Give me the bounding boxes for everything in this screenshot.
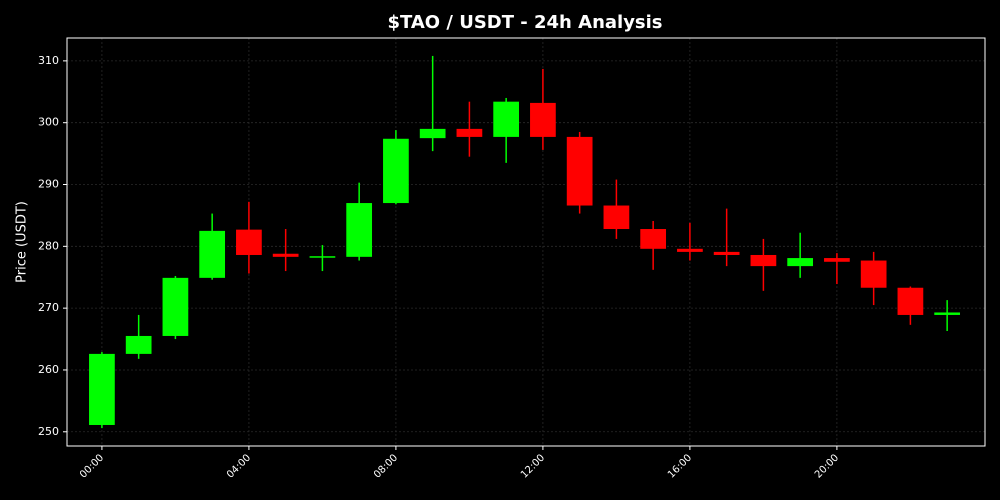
y-tick-label: 280	[38, 239, 59, 252]
candle-body	[934, 312, 961, 315]
candle-body	[272, 253, 299, 257]
candle-body	[419, 128, 446, 139]
y-axis-label: Price (USDT)	[15, 201, 30, 283]
y-tick-label: 310	[38, 54, 59, 67]
y-tick-label: 250	[38, 425, 59, 438]
candle-body	[897, 287, 924, 315]
candle-body	[750, 254, 777, 267]
candle-body	[787, 258, 814, 267]
candle-body	[346, 203, 373, 257]
candle-body	[456, 128, 483, 137]
candle-body	[162, 277, 189, 336]
y-tick-label: 260	[38, 363, 59, 376]
y-tick-label: 290	[38, 178, 59, 191]
candle-body	[566, 136, 593, 206]
candle-body	[603, 205, 630, 230]
candle-body	[530, 102, 556, 137]
plot-frame	[66, 37, 986, 447]
candle-body	[89, 353, 115, 425]
candle-body	[125, 335, 152, 354]
candle-body	[713, 251, 740, 255]
candle-body	[824, 258, 850, 262]
candle-body	[493, 101, 520, 137]
candle-body	[383, 138, 409, 204]
candle-body	[309, 256, 336, 258]
candle-body	[199, 230, 226, 278]
candle-body	[677, 248, 703, 252]
candle-body	[640, 229, 667, 249]
y-tick-label: 270	[38, 301, 59, 314]
chart-title: $TAO / USDT - 24h Analysis	[387, 12, 662, 33]
candle-body	[860, 260, 887, 288]
candle-body	[236, 229, 262, 255]
y-tick-label: 300	[38, 116, 59, 129]
